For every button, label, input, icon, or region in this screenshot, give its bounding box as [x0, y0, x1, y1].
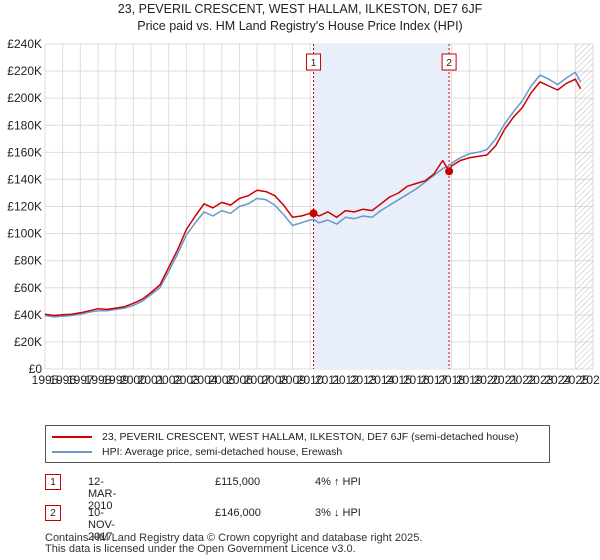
y-tick-label: £180K [7, 118, 42, 132]
y-tick-label: £0 [29, 362, 43, 376]
x-tick-label: 1996 [49, 373, 76, 387]
sale-marker-box: 1 [45, 474, 61, 490]
y-tick-label: £20K [14, 335, 42, 349]
sale-period-shade [313, 44, 450, 369]
legend-swatch-property [52, 436, 92, 438]
y-tick-label: £120K [7, 200, 42, 214]
x-tick-label: 2018 [438, 373, 465, 387]
chart-title: 23, PEVERIL CRESCENT, WEST HALLAM, ILKES… [117, 2, 483, 16]
sale-date: 12-MAR-2010 [88, 476, 117, 512]
x-tick-label: 1995 [32, 373, 59, 387]
x-tick-label: 2011 [315, 373, 341, 387]
sale-marker-box: 2 [45, 505, 61, 521]
x-tick-label: 2014 [368, 373, 395, 387]
y-tick-label: £200K [7, 91, 42, 105]
y-tick-label: £80K [14, 254, 42, 268]
x-tick-label: 2007 [244, 373, 271, 387]
x-tick-label: 2001 [138, 373, 165, 387]
x-tick-label: 2026 [580, 373, 600, 387]
x-tick-label: 1998 [85, 373, 112, 387]
sale-marker-label: 2 [446, 58, 452, 69]
footer-license: This data is licensed under the Open Gov… [45, 543, 356, 555]
sale-date: 10-NOV-2017 [88, 507, 115, 543]
x-tick-label: 2006 [226, 373, 253, 387]
x-tick-label: 2008 [261, 373, 288, 387]
legend-label-property: 23, PEVERIL CRESCENT, WEST HALLAM, ILKES… [102, 431, 519, 443]
sale-price: £146,000 [215, 507, 261, 519]
x-tick-label: 2017 [421, 373, 448, 387]
y-tick-label: £160K [7, 145, 42, 159]
legend-item-property: 23, PEVERIL CRESCENT, WEST HALLAM, ILKES… [52, 430, 518, 444]
sale-point [309, 209, 318, 218]
x-tick-label: 2015 [385, 373, 412, 387]
forecast-hatch [575, 44, 593, 369]
x-tick-label: 2020 [474, 373, 501, 387]
x-tick-label: 2003 [173, 373, 200, 387]
legend-label-hpi: HPI: Average price, semi-detached house,… [102, 446, 343, 458]
sale-price: £115,000 [215, 476, 261, 488]
x-tick-label: 2013 [350, 373, 377, 387]
x-tick-label: 2010 [297, 373, 324, 387]
sale-marker-badge [306, 53, 322, 71]
sale-point [445, 167, 454, 176]
hpi-line [44, 71, 582, 318]
sale-marker-badge [441, 53, 457, 71]
sale-hpi-relation: 4% ↑ HPI [315, 476, 361, 488]
y-tick-label: £220K [7, 64, 42, 78]
x-tick-label: 2000 [120, 373, 147, 387]
legend: 23, PEVERIL CRESCENT, WEST HALLAM, ILKES… [45, 425, 550, 463]
x-tick-label: 1999 [102, 373, 129, 387]
legend-item-hpi: HPI: Average price, semi-detached house,… [52, 445, 342, 459]
x-tick-label: 2012 [332, 373, 359, 387]
y-tick-label: £240K [7, 37, 42, 51]
x-tick-label: 1997 [67, 373, 94, 387]
x-tick-label: 2009 [279, 373, 306, 387]
footer-copyright: Contains HM Land Registry data © Crown c… [45, 532, 423, 544]
x-tick-label: 2002 [155, 373, 182, 387]
chart-subtitle: Price paid vs. HM Land Registry's House … [137, 19, 463, 33]
x-tick-label: 2005 [208, 373, 235, 387]
x-tick-label: 2016 [403, 373, 430, 387]
y-tick-label: £100K [7, 227, 42, 241]
legend-swatch-hpi [52, 451, 92, 453]
x-tick-label: 2004 [191, 373, 218, 387]
x-tick-label: 2023 [527, 373, 554, 387]
x-tick-label: 2021 [491, 373, 518, 387]
sale-hpi-relation: 3% ↓ HPI [315, 507, 361, 519]
y-tick-label: £140K [7, 172, 42, 186]
y-tick-label: £40K [14, 308, 42, 322]
y-tick-label: £60K [14, 281, 42, 295]
sale-marker-label: 1 [311, 58, 317, 69]
price-chart: £0 £20K £40K £60K £80K £100K £120K £140K £160K £1… [7, 37, 600, 387]
x-tick-label: 2022 [509, 373, 536, 387]
x-tick-label: 2024 [544, 373, 571, 387]
x-tick-label: 2019 [456, 373, 483, 387]
x-tick-label: 2025 [562, 373, 589, 387]
